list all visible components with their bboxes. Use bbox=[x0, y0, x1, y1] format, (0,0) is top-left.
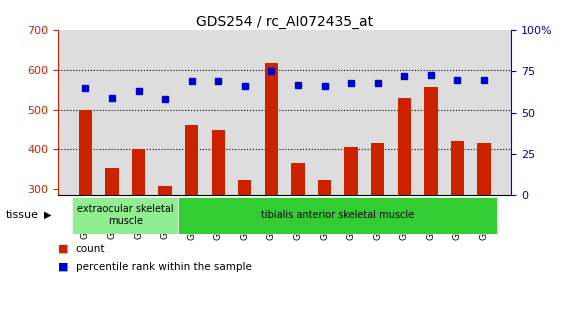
Text: tibialis anterior skeletal muscle: tibialis anterior skeletal muscle bbox=[261, 210, 414, 220]
Bar bbox=[78, 110, 92, 195]
Text: ■: ■ bbox=[58, 262, 69, 272]
Bar bbox=[478, 143, 491, 195]
Text: tissue: tissue bbox=[6, 210, 39, 220]
Bar bbox=[451, 140, 464, 195]
Bar bbox=[211, 130, 225, 195]
Bar bbox=[238, 180, 252, 195]
Text: percentile rank within the sample: percentile rank within the sample bbox=[76, 262, 252, 272]
Bar bbox=[132, 149, 145, 195]
Bar bbox=[424, 87, 437, 195]
Bar bbox=[291, 163, 304, 195]
Bar bbox=[318, 180, 331, 195]
Bar bbox=[178, 197, 497, 234]
Bar bbox=[105, 168, 119, 195]
Bar bbox=[159, 186, 172, 195]
Text: ▶: ▶ bbox=[44, 210, 51, 220]
Bar bbox=[185, 125, 198, 195]
Text: ■: ■ bbox=[58, 244, 69, 254]
Text: count: count bbox=[76, 244, 105, 254]
Bar bbox=[265, 63, 278, 195]
Bar bbox=[371, 143, 385, 195]
Bar bbox=[72, 197, 178, 234]
Title: GDS254 / rc_AI072435_at: GDS254 / rc_AI072435_at bbox=[196, 15, 373, 29]
Bar bbox=[345, 147, 358, 195]
Text: extraocular skeletal
muscle: extraocular skeletal muscle bbox=[77, 204, 174, 226]
Bar bbox=[397, 98, 411, 195]
